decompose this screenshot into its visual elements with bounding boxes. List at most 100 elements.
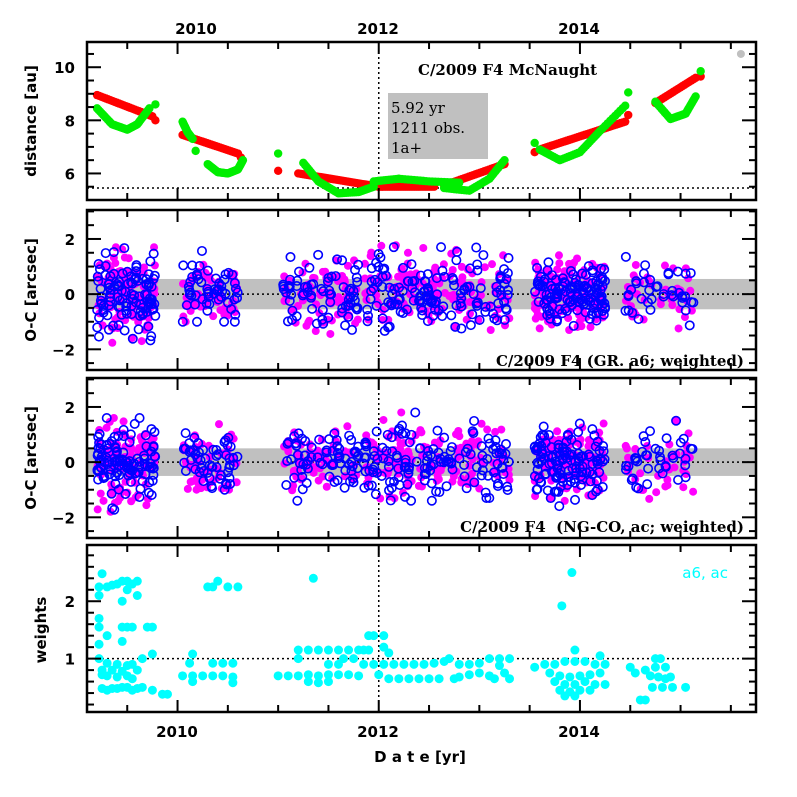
oc-open-point: [220, 269, 231, 280]
oc-open-point: [299, 450, 310, 461]
y-ticks: [87, 554, 756, 706]
oc-filled-point: [554, 251, 563, 260]
oc-open-point: [574, 418, 585, 429]
oc-open-point: [484, 492, 495, 503]
oc-open-point: [328, 459, 339, 470]
weight-point: [665, 672, 675, 682]
oc-open-point: [219, 316, 230, 327]
oc-open-point: [294, 458, 305, 469]
oc-open-point: [372, 277, 383, 288]
oc-open-point: [347, 461, 358, 472]
oc-open-point: [298, 288, 309, 299]
weight-point: [585, 670, 595, 680]
oc-open-point: [338, 282, 349, 293]
weight-point: [590, 659, 600, 669]
weight-point: [334, 670, 344, 680]
oc-open-point: [134, 412, 145, 423]
oc-open-point: [584, 313, 595, 324]
oc-open-point: [469, 477, 480, 488]
weight-point: [595, 668, 605, 678]
weight-point: [530, 662, 540, 672]
oc-open-point: [461, 483, 472, 494]
oc-open-point: [230, 309, 241, 320]
oc-open-point: [587, 424, 598, 435]
oc-open-point: [620, 305, 631, 316]
oc-filled-point: [652, 488, 661, 497]
geocentric-point: [151, 100, 160, 109]
weight-point: [127, 674, 137, 684]
oc-open-point: [228, 452, 239, 463]
oc-open-point: [450, 321, 461, 332]
bottom-x-tick-label: 2014: [558, 723, 600, 741]
oc-open-point: [437, 311, 448, 322]
oc-open-point: [538, 421, 549, 432]
distance-y-axis-title: distance [au]: [22, 65, 40, 177]
oc-open-point: [105, 284, 116, 295]
oc-open-point: [425, 460, 436, 471]
oc-open-point: [643, 463, 654, 474]
oc-open-point: [671, 415, 682, 426]
oc-filled-point: [427, 317, 436, 326]
weight-point: [334, 659, 344, 669]
weight-point: [404, 674, 414, 684]
oc-open-point: [393, 294, 404, 305]
oc-open-point: [229, 294, 240, 305]
oc-filled-point: [631, 260, 640, 269]
oc-open-point: [565, 266, 576, 277]
panel-plot-area: [87, 545, 756, 712]
oc-filled-point: [214, 420, 223, 429]
oc-open-point: [345, 283, 356, 294]
corner-marker: [736, 49, 745, 58]
panel-frame: [85, 376, 758, 540]
oc-open-point: [312, 452, 323, 463]
oc-open-point: [397, 428, 408, 439]
oc-open-point: [118, 424, 129, 435]
oc-open-point: [108, 247, 119, 258]
oc-open-point: [551, 486, 562, 497]
oc-open-point: [149, 427, 160, 438]
oc-open-point: [499, 314, 510, 325]
weight-point: [293, 645, 303, 655]
oc-open-point: [551, 472, 562, 483]
oc-open-point: [459, 459, 470, 470]
oc-open-point: [101, 412, 112, 423]
oc-open-point: [318, 286, 329, 297]
oc-filled-point: [127, 497, 136, 506]
weight-point: [132, 576, 142, 586]
oc-filled-point: [436, 466, 445, 475]
oc-open-point: [142, 289, 153, 300]
oc-open-point: [392, 452, 403, 463]
oc-open-point: [531, 443, 542, 454]
oc-filled-point: [684, 429, 693, 438]
weight-point: [681, 682, 691, 692]
oc-open-point: [334, 443, 345, 454]
weight-point: [454, 672, 464, 682]
oc-open-point: [478, 250, 489, 261]
weight-point: [630, 668, 640, 678]
heliocentric-point: [273, 166, 283, 175]
oc-open-point: [126, 309, 137, 320]
oc-filled-point: [621, 441, 630, 450]
oc-open-point: [556, 472, 567, 483]
oc-open-point: [383, 456, 394, 467]
oc-open-point: [93, 448, 104, 459]
weight-point: [188, 677, 198, 687]
oc-open-point: [229, 316, 240, 327]
oc-gr-panel-label: C/2009 F4 (GR. a6; weighted): [496, 352, 744, 370]
oc-open-point: [680, 453, 691, 464]
weight-point: [570, 691, 580, 701]
oc-open-point: [447, 464, 458, 475]
weight-point: [323, 645, 333, 655]
weight-point: [349, 654, 359, 664]
oc-open-point: [304, 262, 315, 273]
oc-open-point: [278, 284, 289, 295]
oc-open-point: [406, 259, 417, 270]
oc-filled-point: [340, 275, 349, 284]
weight-point: [198, 671, 208, 681]
oc-open-point: [658, 291, 669, 302]
oc-open-point: [180, 428, 191, 439]
oc-open-point: [321, 445, 332, 456]
oc-open-point: [324, 434, 335, 445]
oc-filled-point: [343, 261, 352, 270]
weight-point: [580, 677, 590, 687]
